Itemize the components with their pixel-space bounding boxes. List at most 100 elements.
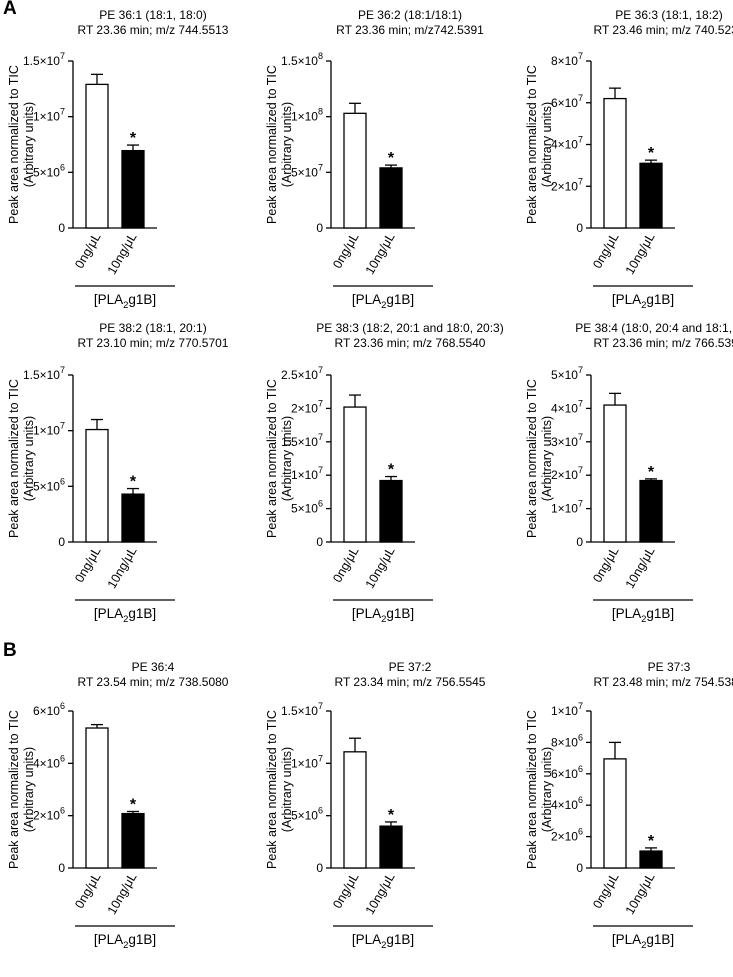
chart-2: PE 36:2 (18:1/18:1)RT 23.36 min; m/z742.… bbox=[265, 8, 484, 311]
bar-treated bbox=[379, 479, 403, 543]
y-tick-label: 6×107 bbox=[551, 93, 583, 110]
group-label: [PLA2g1B] bbox=[352, 932, 414, 951]
y-axis-label-units: (Arbitrary units) bbox=[22, 416, 36, 501]
significance-star: * bbox=[648, 833, 655, 850]
y-tick-label: 2×106 bbox=[551, 827, 583, 844]
y-axis-label: Peak area normalized to TIC bbox=[265, 379, 279, 538]
y-axis-label: Peak area normalized to TIC bbox=[525, 710, 539, 869]
group-label: [PLA2g1B] bbox=[352, 606, 414, 625]
y-tick-label: 4×107 bbox=[551, 135, 583, 152]
y-axis-label: Peak area normalized to TIC bbox=[525, 65, 539, 224]
bar-control bbox=[603, 97, 627, 229]
group-label: [PLA2g1B] bbox=[94, 292, 156, 311]
y-tick-label: 1×107 bbox=[551, 701, 583, 718]
y-axis-label-units: (Arbitrary units) bbox=[540, 102, 554, 187]
y-axis-label: Peak area normalized to TIC bbox=[7, 65, 21, 224]
chart-subtitle: RT 23.36 min; m/z 768.5540 bbox=[335, 336, 486, 350]
bar-treated bbox=[639, 162, 663, 229]
chart-5: PE 38:3 (18:2, 20:1 and 18:0, 20:3)RT 23… bbox=[265, 321, 504, 625]
x-tick-label: 0ng/μL bbox=[330, 870, 361, 910]
y-axis-label-units: (Arbitrary units) bbox=[280, 416, 294, 501]
chart-title: PE 37:2 bbox=[389, 660, 432, 674]
significance-star: * bbox=[388, 462, 395, 479]
y-axis-label-units: (Arbitrary units) bbox=[22, 102, 36, 187]
y-tick-label: 0 bbox=[58, 221, 65, 235]
chart-subtitle: RT 23.36 min; m/z 744.5513 bbox=[78, 23, 229, 37]
bar-treated bbox=[379, 825, 403, 869]
x-tick-label: 10ng/μL bbox=[363, 544, 398, 590]
y-axis-label-units: (Arbitrary units) bbox=[22, 747, 36, 832]
y-tick-label: 0 bbox=[58, 861, 65, 875]
bar-control bbox=[85, 428, 109, 543]
y-tick-label: 8×107 bbox=[551, 51, 583, 68]
chart-subtitle: RT 23.46 min; m/z 740.5236 bbox=[594, 23, 733, 37]
y-tick-label: 2.5×107 bbox=[281, 365, 323, 382]
x-tick-label: 10ng/μL bbox=[623, 870, 658, 916]
significance-star: * bbox=[130, 130, 137, 147]
group-label: [PLA2g1B] bbox=[94, 606, 156, 625]
y-tick-label: 1×107 bbox=[291, 465, 323, 482]
chart-subtitle: RT 23.10 min; m/z 770.5701 bbox=[78, 336, 229, 350]
chart-9: PE 37:3RT 23.48 min; m/z 754.5389 Peak ar… bbox=[525, 660, 733, 951]
y-tick-label: 5×106 bbox=[33, 476, 65, 493]
chart-3: PE 36:3 (18:1, 18:2)RT 23.46 min; m/z 74… bbox=[525, 8, 733, 311]
y-tick-label: 5×106 bbox=[291, 499, 323, 516]
y-tick-label: 8×106 bbox=[551, 732, 583, 749]
y-axis-label-units: (Arbitrary units) bbox=[280, 747, 294, 832]
x-tick-label: 10ng/μL bbox=[363, 870, 398, 916]
x-tick-label: 10ng/μL bbox=[105, 230, 140, 276]
panel-letter-a: A bbox=[3, 0, 17, 19]
y-tick-label: 1.5×107 bbox=[281, 701, 323, 718]
chart-title: PE 38:4 (18:0, 20:4 and 18:1, 20:3) bbox=[575, 321, 733, 335]
y-tick-label: 0 bbox=[316, 861, 323, 875]
y-tick-label: 2×107 bbox=[551, 465, 583, 482]
chart-title: PE 38:2 (18:1, 20:1) bbox=[99, 321, 206, 335]
x-tick-label: 10ng/μL bbox=[623, 544, 658, 590]
bar-control bbox=[343, 751, 367, 869]
y-tick-label: 5×107 bbox=[291, 162, 323, 179]
significance-star: * bbox=[130, 474, 137, 491]
y-axis-label: Peak area normalized to TIC bbox=[525, 379, 539, 538]
bar-control bbox=[603, 758, 627, 869]
bar-control bbox=[343, 406, 367, 543]
significance-star: * bbox=[648, 464, 655, 481]
chart-subtitle: RT 23.48 min; m/z 754.5389 bbox=[594, 675, 733, 689]
panel-letter-b: B bbox=[3, 640, 17, 661]
y-axis-label: Peak area normalized to TIC bbox=[265, 710, 279, 869]
chart-title: PE 37:3 bbox=[648, 660, 691, 674]
x-tick-label: 10ng/μL bbox=[105, 544, 140, 590]
y-tick-label: 2×107 bbox=[291, 398, 323, 415]
y-tick-label: 0 bbox=[576, 861, 583, 875]
x-tick-label: 0ng/μL bbox=[590, 230, 621, 270]
y-tick-label: 4×106 bbox=[551, 795, 583, 812]
significance-star: * bbox=[388, 150, 395, 167]
y-tick-label: 1×107 bbox=[291, 753, 323, 770]
y-tick-label: 5×107 bbox=[551, 365, 583, 382]
chart-title: PE 36:1 (18:1, 18:0) bbox=[99, 8, 206, 22]
y-tick-label: 1.5×108 bbox=[281, 51, 323, 68]
bar-control bbox=[343, 112, 367, 229]
y-tick-label: 0 bbox=[576, 221, 583, 235]
bar-treated bbox=[639, 479, 663, 543]
bar-treated bbox=[121, 149, 145, 229]
x-tick-label: 10ng/μL bbox=[105, 870, 140, 916]
y-tick-label: 1×107 bbox=[33, 107, 65, 124]
y-axis-label-units: (Arbitrary units) bbox=[540, 416, 554, 501]
x-tick-label: 0ng/μL bbox=[330, 544, 361, 584]
x-tick-label: 0ng/μL bbox=[330, 230, 361, 270]
chart-title: PE 38:3 (18:2, 20:1 and 18:0, 20:3) bbox=[316, 321, 503, 335]
bar-treated bbox=[639, 850, 663, 869]
x-tick-label: 0ng/μL bbox=[590, 544, 621, 584]
y-tick-label: 0 bbox=[316, 221, 323, 235]
significance-star: * bbox=[388, 807, 395, 824]
group-label: [PLA2g1B] bbox=[612, 292, 674, 311]
y-axis-label-units: (Arbitrary units) bbox=[280, 102, 294, 187]
y-tick-label: 2×107 bbox=[551, 176, 583, 193]
chart-title: PE 36:2 (18:1/18:1) bbox=[358, 8, 462, 22]
chart-subtitle: RT 23.54 min; m/z 738.5080 bbox=[78, 675, 229, 689]
significance-star: * bbox=[648, 145, 655, 162]
y-tick-label: 6×106 bbox=[551, 764, 583, 781]
y-tick-label: 1×107 bbox=[33, 421, 65, 438]
y-axis-label-units: (Arbitrary units) bbox=[540, 747, 554, 832]
